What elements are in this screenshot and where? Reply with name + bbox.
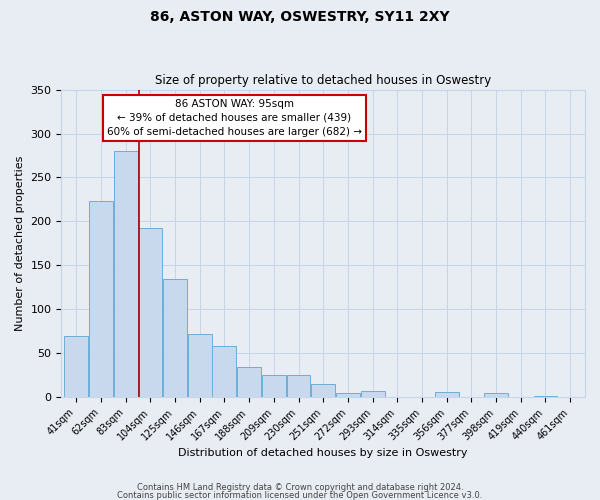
- Bar: [188, 334, 212, 397]
- Text: 86, ASTON WAY, OSWESTRY, SY11 2XY: 86, ASTON WAY, OSWESTRY, SY11 2XY: [150, 10, 450, 24]
- Bar: [484, 393, 508, 397]
- Bar: [139, 228, 162, 397]
- Text: Contains public sector information licensed under the Open Government Licence v3: Contains public sector information licen…: [118, 491, 482, 500]
- Bar: [163, 280, 187, 397]
- Bar: [533, 396, 557, 397]
- Bar: [311, 384, 335, 397]
- Bar: [64, 336, 88, 397]
- Text: Contains HM Land Registry data © Crown copyright and database right 2024.: Contains HM Land Registry data © Crown c…: [137, 484, 463, 492]
- Bar: [336, 393, 360, 397]
- X-axis label: Distribution of detached houses by size in Oswestry: Distribution of detached houses by size …: [178, 448, 468, 458]
- Bar: [262, 375, 286, 397]
- Bar: [237, 368, 261, 397]
- Bar: [212, 346, 236, 397]
- Bar: [113, 151, 137, 397]
- Text: 86 ASTON WAY: 95sqm
← 39% of detached houses are smaller (439)
60% of semi-detac: 86 ASTON WAY: 95sqm ← 39% of detached ho…: [107, 99, 362, 137]
- Y-axis label: Number of detached properties: Number of detached properties: [15, 156, 25, 331]
- Bar: [89, 201, 113, 397]
- Bar: [361, 391, 385, 397]
- Bar: [435, 392, 458, 397]
- Bar: [287, 375, 310, 397]
- Title: Size of property relative to detached houses in Oswestry: Size of property relative to detached ho…: [155, 74, 491, 87]
